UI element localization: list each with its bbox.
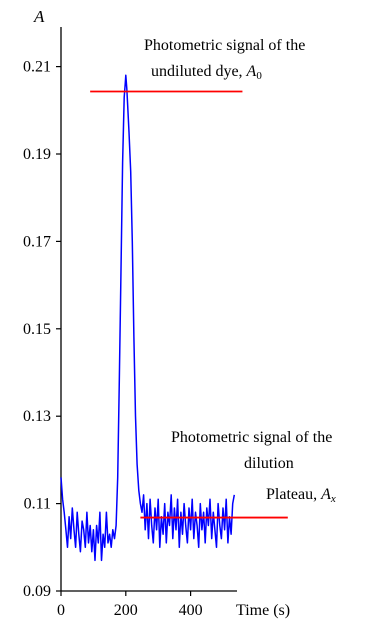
dilution-annotation-line-1: Photometric signal of the xyxy=(171,429,332,446)
y-tick-label: 0.15 xyxy=(23,321,51,338)
undiluted-annotation-line-2: undiluted dye, A0 xyxy=(151,63,262,82)
y-ticks: 0.09 0.11 0.13 0.15 0.17 0.19 0.21 xyxy=(23,59,61,600)
dilution-annotation-line-2: dilution xyxy=(244,455,294,472)
y-tick-label: 0.17 xyxy=(23,233,51,250)
plateau-annotation: Plateau, Ax xyxy=(266,486,336,505)
x-ticks: 0 200 400 xyxy=(57,591,203,619)
x-tick-label: 400 xyxy=(179,602,203,619)
x-tick-label: 0 xyxy=(57,602,65,619)
y-axis-label: A xyxy=(33,7,45,26)
y-tick-label: 0.09 xyxy=(23,583,51,600)
axes xyxy=(60,27,237,592)
signal-line xyxy=(60,74,236,562)
x-axis-label: Time (s) xyxy=(236,602,290,619)
y-tick-label: 0.19 xyxy=(23,146,51,163)
undiluted-annotation-line-1: Photometric signal of the xyxy=(144,37,305,54)
y-tick-label: 0.21 xyxy=(23,59,51,76)
x-tick-label: 200 xyxy=(114,602,138,619)
y-tick-label: 0.13 xyxy=(23,408,51,425)
y-tick-label: 0.11 xyxy=(24,496,51,513)
